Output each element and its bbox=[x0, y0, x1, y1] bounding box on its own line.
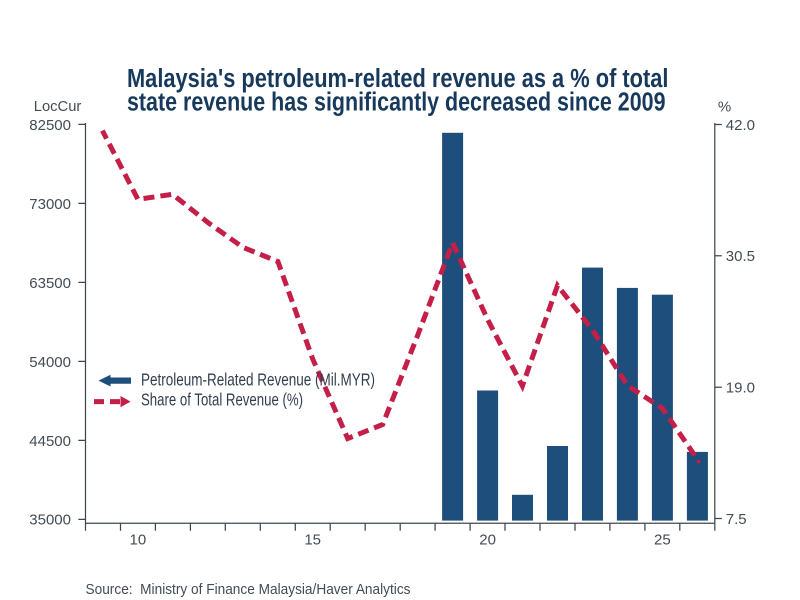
svg-text:35000: 35000 bbox=[29, 511, 71, 528]
svg-text:%: % bbox=[718, 98, 731, 115]
svg-text:state revenue has significantl: state revenue has significantly decrease… bbox=[127, 88, 666, 116]
svg-text:15: 15 bbox=[304, 532, 321, 549]
svg-text:30.5: 30.5 bbox=[726, 248, 755, 265]
svg-text:82500: 82500 bbox=[29, 117, 71, 134]
svg-text:54000: 54000 bbox=[29, 354, 71, 371]
svg-text:10: 10 bbox=[130, 532, 147, 549]
svg-text:73000: 73000 bbox=[29, 196, 71, 213]
svg-text:7.5: 7.5 bbox=[726, 511, 747, 528]
svg-text:Share of Total Revenue (%): Share of Total Revenue (%) bbox=[141, 390, 303, 410]
svg-text:44500: 44500 bbox=[29, 433, 71, 450]
svg-text:Petroleum-Related Revenue (Mil: Petroleum-Related Revenue (Mil.MYR) bbox=[141, 369, 375, 389]
svg-text:Source: Ministry of Finance M: Source: Ministry of Finance Malaysia/Hav… bbox=[86, 581, 411, 598]
svg-text:Malaysia's petroleum-related r: Malaysia's petroleum-related revenue as … bbox=[127, 65, 669, 93]
svg-text:LocCur: LocCur bbox=[34, 98, 82, 115]
svg-text:25: 25 bbox=[654, 532, 671, 549]
svg-text:20: 20 bbox=[479, 532, 496, 549]
svg-text:63500: 63500 bbox=[29, 275, 71, 292]
svg-text:19.0: 19.0 bbox=[726, 380, 755, 397]
svg-text:42.0: 42.0 bbox=[726, 117, 755, 134]
